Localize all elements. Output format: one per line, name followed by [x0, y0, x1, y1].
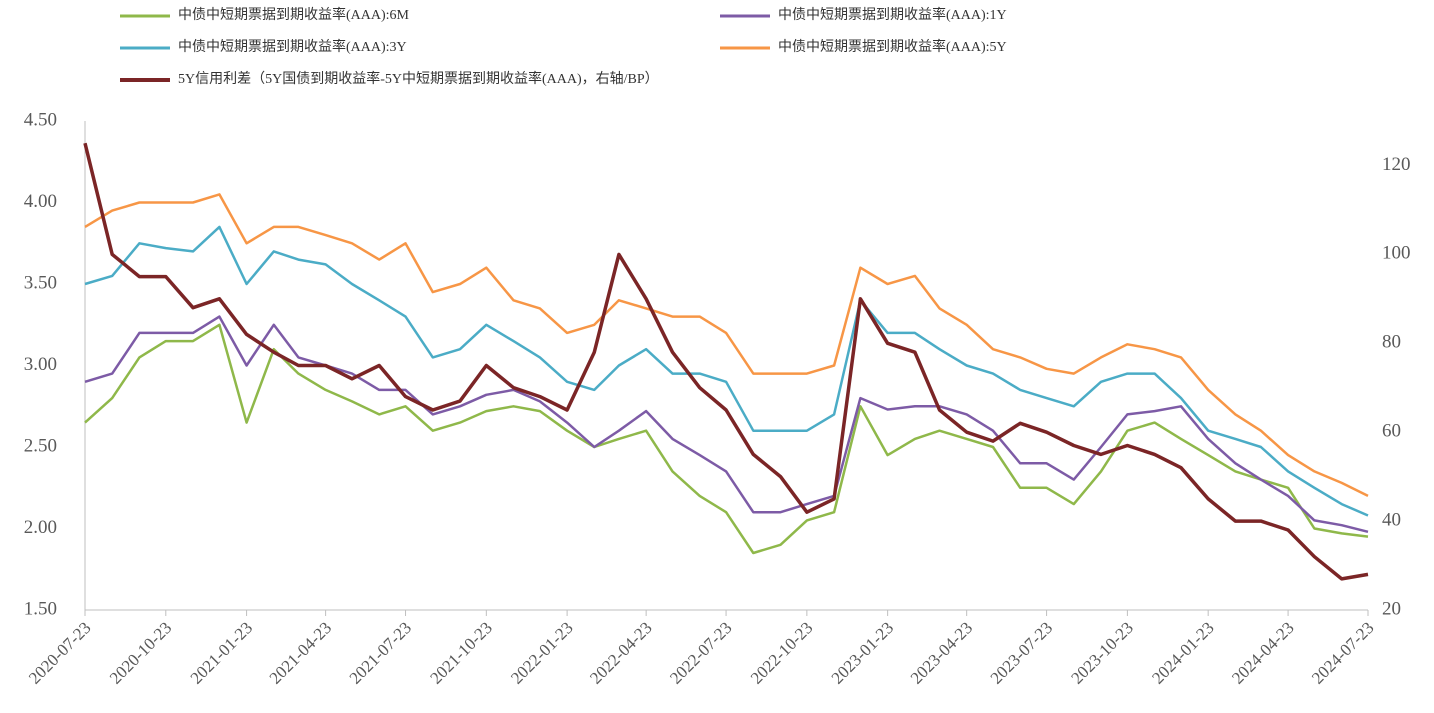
y2-tick-label: 120 — [1382, 154, 1411, 175]
x-tick-label: 2023-10-23 — [1067, 618, 1137, 688]
y2-tick-label: 40 — [1382, 509, 1401, 530]
x-tick-label: 2020-07-23 — [25, 618, 95, 688]
legend-label: 5Y信用利差（5Y国债到期收益率-5Y中短期票据到期收益率(AAA)，右轴/BP… — [178, 70, 659, 87]
series-line — [84, 323, 1369, 555]
y-tick-label: 2.50 — [24, 435, 57, 456]
y2-tick-label: 100 — [1382, 243, 1411, 264]
series-line — [84, 225, 1369, 517]
x-tick-label: 2021-04-23 — [266, 618, 336, 688]
x-tick-label: 2023-04-23 — [907, 618, 977, 688]
x-tick-label: 2021-01-23 — [187, 618, 257, 688]
y-tick-label: 3.50 — [24, 272, 57, 293]
x-tick-label: 2023-01-23 — [828, 618, 898, 688]
x-tick-label: 2022-01-23 — [507, 618, 577, 688]
legend-label: 中债中短期票据到期收益率(AAA):3Y — [178, 38, 407, 55]
y2-tick-label: 60 — [1382, 421, 1401, 442]
x-tick-label: 2020-10-23 — [106, 618, 176, 688]
x-tick-label: 2021-10-23 — [426, 618, 496, 688]
y2-tick-label: 20 — [1382, 598, 1401, 619]
x-tick-label: 2022-10-23 — [747, 618, 817, 688]
x-tick-label: 2024-04-23 — [1228, 618, 1298, 688]
x-tick-label: 2024-07-23 — [1308, 618, 1378, 688]
x-tick-label: 2022-07-23 — [666, 618, 736, 688]
y-tick-label: 2.00 — [24, 517, 57, 538]
series-line — [83, 142, 1369, 581]
series-line — [84, 193, 1369, 498]
legend-label: 中债中短期票据到期收益率(AAA):1Y — [778, 6, 1007, 23]
y-tick-label: 3.00 — [24, 354, 57, 375]
y-tick-label: 1.50 — [24, 598, 57, 619]
x-tick-label: 2024-01-23 — [1148, 618, 1218, 688]
x-tick-label: 2021-07-23 — [346, 618, 416, 688]
series-line — [84, 315, 1369, 534]
x-tick-label: 2022-04-23 — [586, 618, 656, 688]
legend: 中债中短期票据到期收益率(AAA):6M 中债中短期票据到期收益率(AAA):1Y… — [120, 6, 1007, 87]
x-tick-label: 2023-07-23 — [987, 618, 1057, 688]
y2-tick-label: 80 — [1382, 332, 1401, 353]
y-tick-label: 4.50 — [24, 109, 57, 130]
legend-label: 中债中短期票据到期收益率(AAA):6M — [178, 6, 410, 23]
y-tick-label: 4.00 — [24, 191, 57, 212]
legend-label: 中债中短期票据到期收益率(AAA):5Y — [778, 38, 1007, 55]
